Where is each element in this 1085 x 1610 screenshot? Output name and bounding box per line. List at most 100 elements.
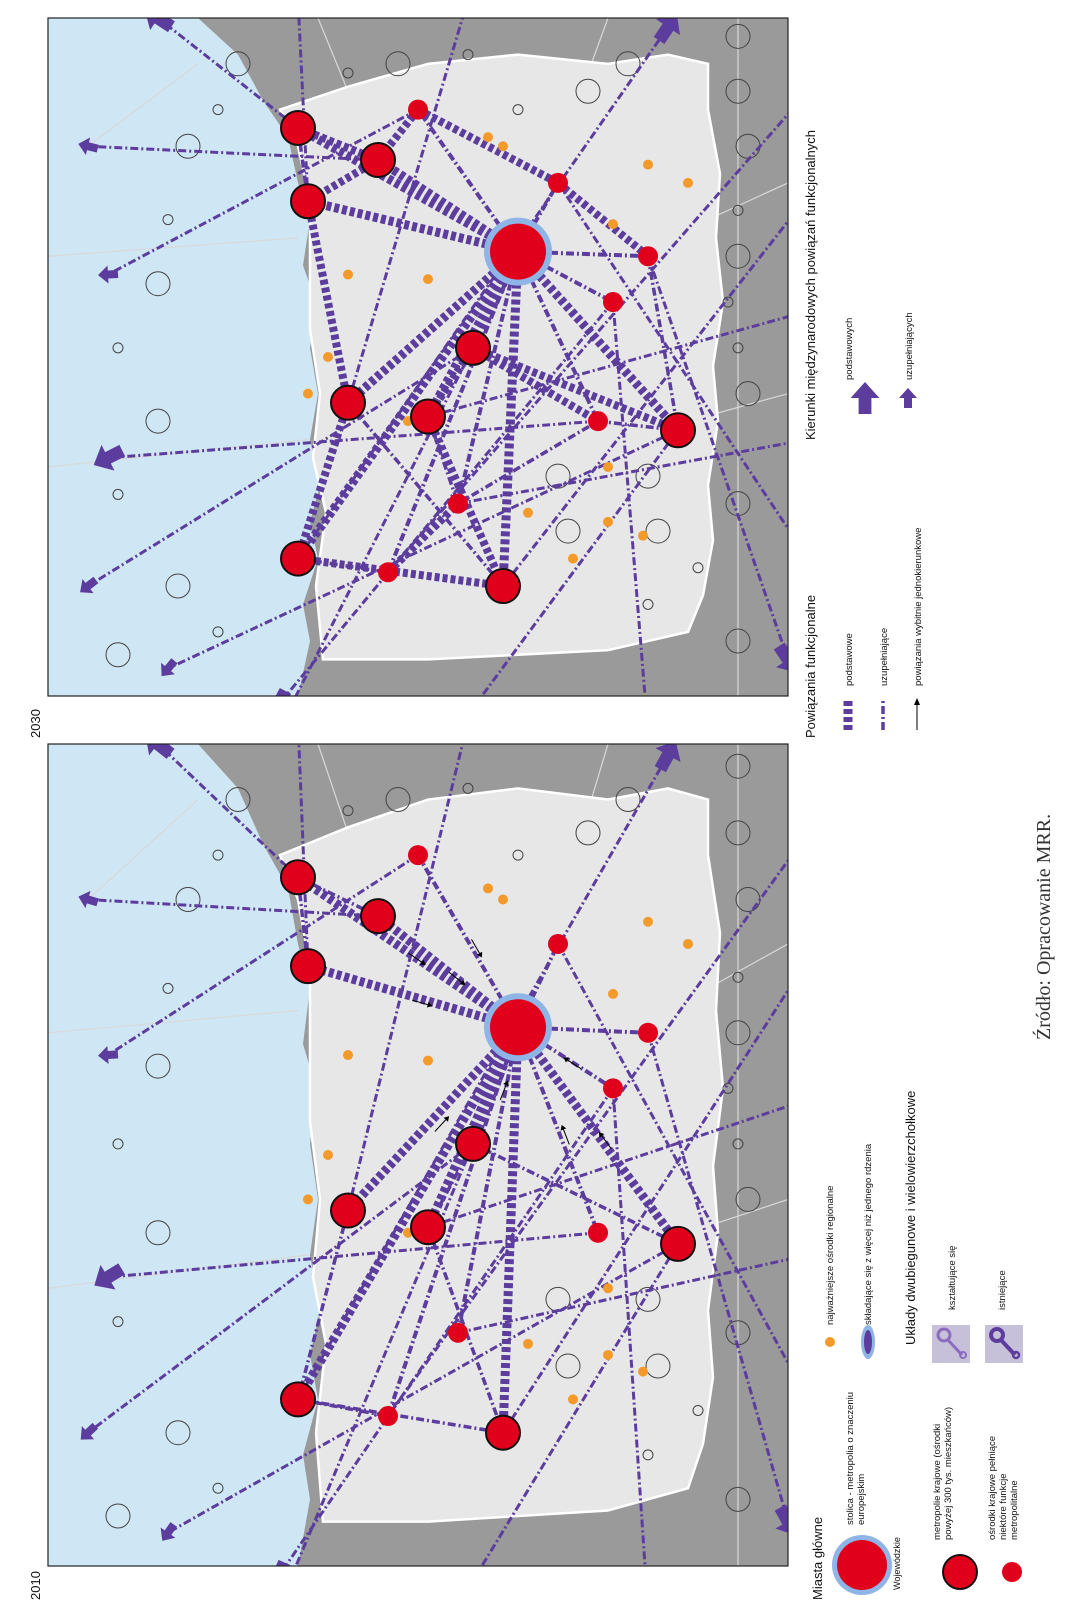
metropolis [280, 109, 316, 146]
metropolis [330, 384, 366, 421]
foreign-city-marker [145, 408, 171, 434]
legend-direction-supplementary-symbol [899, 388, 917, 408]
direction-arrow-basic [653, 18, 680, 45]
legend-voivodeship-label: Wojewódzkie [892, 1537, 902, 1590]
legend-forming-symbol [936, 1327, 952, 1343]
legend-capital-label: stolica - metropolia o znaczeniueuropejs… [845, 1392, 867, 1525]
link-basic [375, 912, 521, 1031]
direction-arrow-basic [93, 444, 126, 471]
regional-centre [423, 274, 433, 285]
direction-arrow-supplementary [795, 820, 822, 846]
one-way-arrow [412, 999, 433, 1008]
link-basic [555, 179, 651, 260]
link-basic [296, 124, 380, 164]
link-international [107, 853, 419, 1057]
link-international [457, 1257, 788, 1335]
direction-arrow-supplementary [98, 265, 119, 284]
legend-directions-title: Kierunki międzynarodowych powiązań funkc… [803, 130, 818, 440]
foreign-city-marker [512, 849, 524, 861]
foreign-city-marker [735, 1186, 761, 1212]
link-international [156, 744, 300, 879]
direction-arrow-basic [773, 642, 788, 673]
metropolis [455, 1125, 491, 1162]
one-way-arrow [499, 1080, 509, 1101]
foreign-city-marker [692, 562, 704, 574]
foreign-city-marker [165, 573, 191, 599]
direction-arrow-supplementary [78, 137, 99, 156]
link-international [556, 182, 788, 532]
regional-centre [303, 1194, 313, 1205]
legend-existing-symbol [989, 1327, 1005, 1343]
foreign-city-marker [575, 78, 601, 104]
link-international [427, 1104, 788, 1229]
link-international [107, 1231, 599, 1279]
country-border [48, 1009, 299, 1034]
regional-centre [608, 219, 618, 230]
link-international [296, 754, 670, 1401]
foreign-city-marker [645, 1353, 671, 1379]
country-border [48, 237, 299, 257]
legend-existing-label: istniejące [997, 1270, 1008, 1310]
one-way-arrow [448, 971, 466, 986]
national-centre [378, 1406, 398, 1427]
national-centre [638, 1022, 658, 1043]
link-basic [471, 344, 680, 435]
regional-centre [638, 530, 648, 541]
foreign-city-marker [162, 982, 174, 994]
foreign-city-marker [462, 782, 474, 794]
functional-links [87, 744, 788, 1566]
link-international [479, 429, 680, 696]
metropolis [410, 398, 446, 435]
link-international [457, 441, 788, 506]
one-way-arrow [408, 952, 426, 966]
link-supplementary [426, 1226, 505, 1434]
foreign-city-marker [105, 642, 131, 668]
link-supplementary [297, 1397, 504, 1435]
foreign-city-marker [735, 381, 761, 407]
country-border [707, 943, 788, 989]
one-way-arrow [434, 1116, 450, 1132]
link-basic [304, 200, 352, 404]
legend-link-basic-label: podstawowe [844, 633, 855, 686]
one-way-arrow [598, 1131, 612, 1150]
foreign-city-marker [642, 1449, 654, 1461]
direction-arrow-basic [248, 1579, 287, 1605]
metropolis [485, 1414, 521, 1451]
link-international [386, 111, 788, 574]
link-international [611, 1088, 647, 1566]
direction-arrow-supplementary [795, 1242, 822, 1269]
metropolis [660, 1225, 696, 1262]
national-centre [408, 99, 428, 120]
regional-centre [343, 269, 353, 280]
foreign-city-marker [725, 78, 751, 104]
direction-arrow-supplementary [160, 1522, 177, 1541]
link-basic [297, 554, 504, 591]
foreign-city-marker [512, 104, 524, 116]
metropolis [330, 1192, 366, 1229]
legend-capital-symbol-core [837, 1540, 887, 1590]
direction-arrow-supplementary [637, 711, 660, 735]
foreign-city-marker [725, 753, 751, 779]
regional-centre [498, 894, 508, 905]
foreign-city-marker [175, 133, 201, 159]
country-border [707, 182, 788, 221]
link-international [556, 943, 788, 1367]
regional-centre [603, 1283, 613, 1294]
link-basic [423, 1025, 523, 1230]
foreign-city-marker [105, 1503, 131, 1529]
regional-centre [343, 1050, 353, 1061]
legend-metropolis-label: metropolie krajowe (ośrodkipowyżej 300 t… [932, 1407, 954, 1540]
metropolis [485, 568, 521, 605]
foreign-city-marker [225, 787, 251, 813]
year-label-2030: 2030 [28, 709, 43, 738]
legend-direction-supplementary-label: uzupełniających [904, 312, 915, 380]
link-supplementary [457, 419, 599, 506]
one-way-arrow [560, 1124, 570, 1145]
legend-metropolis-symbol [942, 1554, 978, 1590]
national-centre [378, 562, 398, 583]
link-international [297, 18, 310, 202]
direction-arrow-supplementary [457, 0, 479, 11]
national-centre [448, 1322, 468, 1343]
country-border [87, 799, 199, 900]
